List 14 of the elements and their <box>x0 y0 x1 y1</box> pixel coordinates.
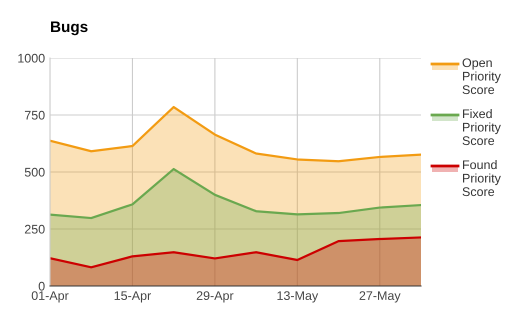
y-tick-label: 0 <box>38 282 45 291</box>
y-tick-label: 750 <box>24 110 45 120</box>
y-tick-label: 1000 <box>18 54 45 63</box>
legend-label: Found Priority Score <box>462 160 501 196</box>
x-tick-label: 29-Apr <box>196 291 234 303</box>
x-tick-label: 01-Apr <box>32 291 69 303</box>
y-tick-label: 250 <box>24 224 45 234</box>
x-tick-label: 15-Apr <box>114 291 151 303</box>
x-tick-label: 13-May <box>277 291 318 303</box>
legend-label: Open Priority Score <box>462 58 501 94</box>
x-tick-label: 27-May <box>360 291 401 303</box>
chart-title: Bugs <box>51 21 88 36</box>
legend-label: Fixed Priority Score <box>462 109 501 146</box>
y-tick-label: 500 <box>24 168 45 177</box>
